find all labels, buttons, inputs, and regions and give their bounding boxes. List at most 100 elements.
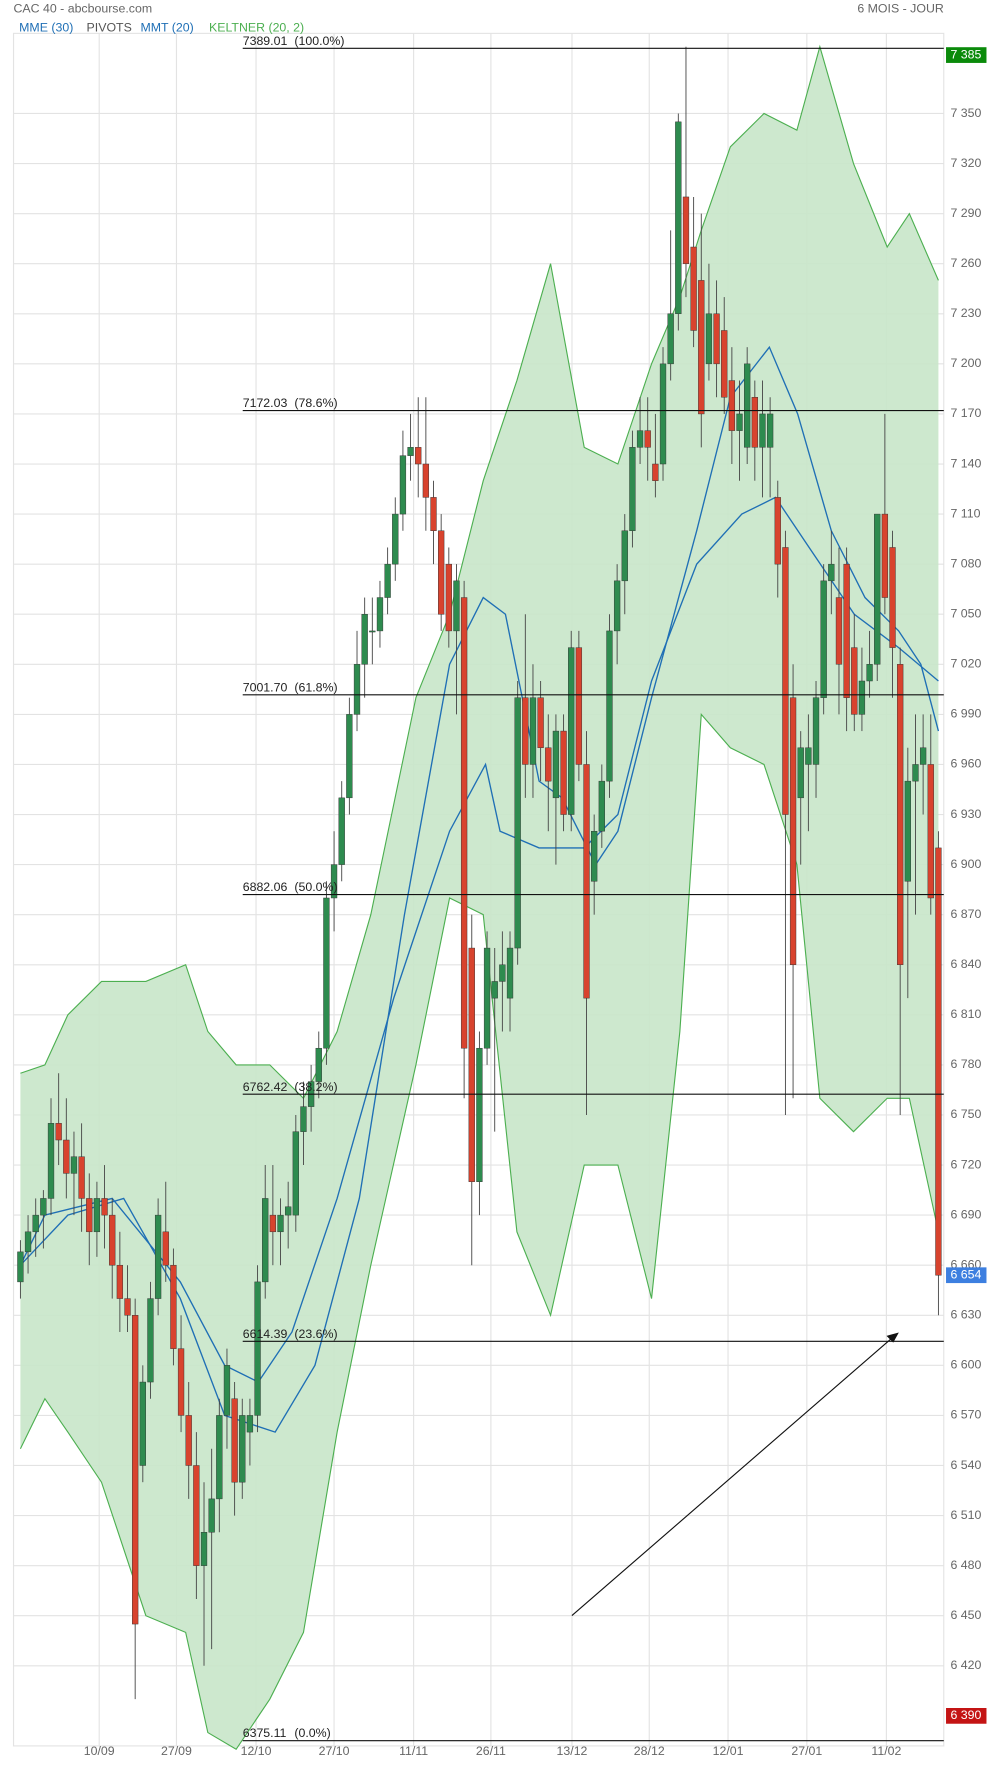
- price-tag: [946, 1267, 987, 1284]
- candle-body: [246, 1415, 254, 1433]
- y-tick-label: 7 290: [951, 206, 982, 220]
- candle-body: [797, 747, 804, 799]
- fib-value: 7389.01: [243, 34, 288, 48]
- candle-body: [101, 1198, 108, 1216]
- candle-body: [376, 597, 384, 632]
- candle-body: [820, 580, 827, 698]
- chart-title: CAC 40 - abcbourse.com: [14, 1, 153, 15]
- candle-body: [675, 121, 682, 315]
- y-tick-label: 7 110: [951, 506, 981, 520]
- y-tick-label: 7 080: [951, 556, 982, 570]
- candle-body: [713, 313, 720, 365]
- moving-average: [19, 496, 939, 1383]
- candle-body: [40, 1198, 47, 1216]
- candle-body: [193, 1465, 200, 1566]
- levels-layer: 7389.01 (100.0%) 7172.03 (78.6%) 7001.70 (61.…: [242, 34, 944, 1742]
- candle-body: [292, 1131, 299, 1216]
- candle-body: [453, 580, 460, 632]
- candle-body: [537, 697, 544, 748]
- candle-body: [32, 1214, 39, 1233]
- x-tick-label: 11/02: [871, 1744, 901, 1758]
- x-tick-label: 26/11: [476, 1744, 506, 1758]
- candle-body: [147, 1298, 154, 1383]
- candle-body: [843, 563, 850, 698]
- arrow-line: [571, 1336, 894, 1617]
- candle-body: [369, 630, 376, 633]
- fib-ratio: (50.0%): [294, 880, 337, 894]
- candle-body: [330, 864, 338, 899]
- candle-body: [262, 1198, 269, 1283]
- candle-body: [323, 897, 330, 1049]
- candle-body: [47, 1123, 55, 1199]
- candle-body: [881, 513, 889, 598]
- candle-body: [744, 363, 751, 448]
- candle-body: [491, 981, 498, 999]
- y-tick-label: 7 230: [951, 306, 982, 320]
- price-tag-label: 6 390: [951, 1708, 982, 1722]
- candle-body: [583, 764, 590, 999]
- candle-body: [835, 597, 843, 665]
- candle-body: [154, 1214, 162, 1299]
- candle-body: [866, 664, 873, 682]
- y-tick-label: 6 420: [951, 1658, 982, 1672]
- candle-body: [705, 313, 713, 365]
- candle-body: [407, 447, 414, 456]
- candle-body: [93, 1198, 101, 1233]
- candle-body: [70, 1156, 78, 1174]
- candle-body: [591, 830, 598, 882]
- x-tick-label: 10/09: [84, 1744, 115, 1758]
- x-tick-label: 28/12: [634, 1744, 665, 1758]
- candle-body: [476, 1047, 483, 1182]
- fib-value: 7001.70: [243, 680, 288, 694]
- candle-body: [522, 697, 529, 765]
- candle-body: [116, 1264, 124, 1299]
- candle-body: [598, 780, 605, 832]
- plot-frame: [12, 32, 945, 1747]
- candle-body: [636, 430, 644, 448]
- candle-body: [789, 697, 797, 965]
- axes-layer: 6 420 6 450 6 480 6 510 6 540 6 570 6 600 6 630…: [84, 47, 987, 1758]
- candle-body: [904, 780, 911, 882]
- y-tick-label: 7 260: [951, 256, 982, 270]
- candle-body: [132, 1315, 139, 1625]
- price-tag: [946, 1708, 987, 1724]
- candle-body: [667, 313, 674, 365]
- candle-body: [721, 330, 728, 398]
- y-tick-label: 6 450: [951, 1608, 982, 1622]
- candle-body: [935, 847, 942, 1276]
- legend-entry: MMT (20): [140, 20, 193, 34]
- x-tick-label: 13/12: [557, 1744, 588, 1758]
- x-tick-label: 12/10: [241, 1744, 272, 1758]
- legend-entry: PIVOTS: [87, 20, 132, 34]
- candle-body: [399, 455, 407, 515]
- x-tick-label: 27/10: [319, 1744, 350, 1758]
- candle-body: [346, 714, 353, 799]
- y-tick-label: 6 630: [951, 1308, 982, 1322]
- y-tick-label: 7 320: [951, 156, 982, 170]
- y-tick-label: 6 540: [951, 1458, 982, 1472]
- candle-body: [139, 1381, 146, 1466]
- fib-ratio: (38.2%): [294, 1080, 337, 1094]
- candle-body: [652, 463, 659, 481]
- y-tick-label: 7 350: [951, 106, 982, 120]
- fib-ratio: (61.8%): [294, 680, 337, 694]
- y-tick-label: 7 170: [951, 406, 982, 420]
- y-tick-label: 6 990: [951, 707, 982, 721]
- candle-body: [858, 680, 866, 715]
- fib-ratio: (78.6%): [294, 396, 337, 410]
- candle-body: [728, 380, 736, 431]
- candle-body: [552, 730, 560, 799]
- y-tick-label: 6 930: [951, 807, 982, 821]
- candle-body: [851, 647, 858, 715]
- fib-value: 6882.06: [243, 880, 288, 894]
- candle-body: [55, 1123, 62, 1141]
- candle-body: [545, 747, 552, 782]
- candle-body: [185, 1415, 192, 1466]
- candle-body: [223, 1365, 231, 1416]
- y-tick-label: 6 690: [951, 1207, 982, 1221]
- candle-body: [629, 447, 636, 531]
- candle-body: [438, 530, 445, 615]
- legend-entry: KELTNER (20, 2): [209, 20, 304, 34]
- y-tick-label: 7 020: [951, 657, 982, 671]
